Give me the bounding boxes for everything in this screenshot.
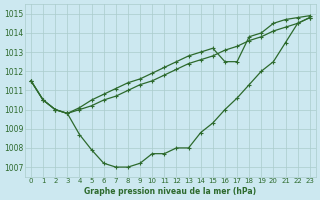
X-axis label: Graphe pression niveau de la mer (hPa): Graphe pression niveau de la mer (hPa) (84, 187, 256, 196)
